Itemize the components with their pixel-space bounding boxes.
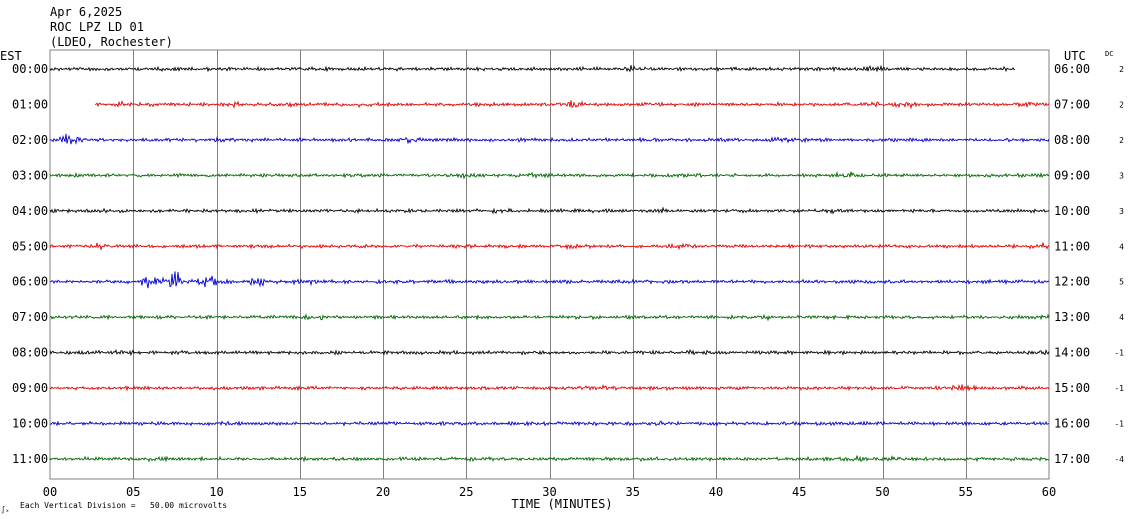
header-station: ROC LPZ LD 01 [50, 20, 144, 34]
utc-hour-label: 11:00 [1054, 239, 1090, 253]
trace-0800 [49, 348, 1050, 357]
utc-hour-label: 16:00 [1054, 417, 1090, 431]
x-tick-label: 35 [626, 485, 640, 499]
trace-0000 [49, 64, 1016, 73]
est-hour-label: 01:00 [12, 97, 48, 111]
dc-offset-label: 4 [1119, 242, 1124, 251]
x-tick-label: 30 [542, 485, 556, 499]
x-tick-label: 45 [792, 485, 806, 499]
dc-offset-label: 2 [1119, 65, 1124, 74]
utc-hour-label: 10:00 [1054, 204, 1090, 218]
x-tick-label: 20 [376, 485, 390, 499]
trace-0400 [49, 206, 1050, 215]
est-hour-label: 03:00 [12, 168, 48, 182]
est-hour-label: 07:00 [12, 310, 48, 324]
trace-0500 [49, 242, 1050, 251]
header-date: Apr 6,2025 [50, 5, 122, 19]
est-hour-label: 00:00 [12, 62, 48, 76]
row-labels: 00:00 06:00 2 01:00 07:00 2 02:00 08:00 2 03:00 09… [12, 62, 1124, 466]
dc-offset-label: 2 [1119, 100, 1124, 109]
dc-offset-label: -1 [1114, 349, 1124, 358]
corner-mark: ∫ₓ [1, 505, 9, 514]
dc-offset-label: -1 [1114, 420, 1124, 429]
trace-0300 [49, 170, 1050, 180]
dc-offset-label: -4 [1114, 455, 1124, 464]
x-tick-label: 10 [209, 485, 223, 499]
utc-hour-label: 09:00 [1054, 168, 1090, 182]
utc-hour-label: 15:00 [1054, 381, 1090, 395]
utc-hour-label: 08:00 [1054, 133, 1090, 147]
dc-offset-label: 3 [1119, 171, 1124, 180]
est-hour-label: 10:00 [12, 417, 48, 431]
x-tick-label: 15 [293, 485, 307, 499]
est-axis-label: EST [0, 49, 22, 63]
x-tick-label: 40 [709, 485, 723, 499]
plot-frame [49, 49, 1050, 480]
utc-hour-label: 12:00 [1054, 275, 1090, 289]
utc-hour-label: 14:00 [1054, 346, 1090, 360]
x-tick-label: 55 [959, 485, 973, 499]
trace-1100 [49, 455, 1050, 463]
est-hour-label: 02:00 [12, 133, 48, 147]
seismic-traces [49, 64, 1050, 463]
utc-hour-label: 13:00 [1054, 310, 1090, 324]
dc-offset-label: 2 [1119, 136, 1124, 145]
trace-0200 [49, 133, 1050, 145]
x-tick-label: 25 [459, 485, 473, 499]
utc-hour-label: 07:00 [1054, 97, 1090, 111]
grid [49, 49, 1050, 480]
x-tick-label: 00 [43, 485, 57, 499]
est-hour-label: 09:00 [12, 381, 48, 395]
dc-offset-label: 5 [1119, 278, 1124, 287]
est-hour-label: 08:00 [12, 346, 48, 360]
est-hour-label: 04:00 [12, 204, 48, 218]
dc-offset-label: 4 [1119, 313, 1124, 322]
dc-offset-label: -1 [1114, 384, 1124, 393]
header-network: (LDEO, Rochester) [50, 35, 173, 49]
est-hour-label: 06:00 [12, 275, 48, 289]
dc-column-label: DC [1105, 50, 1113, 58]
est-hour-label: 11:00 [12, 452, 48, 466]
est-hour-label: 05:00 [12, 239, 48, 253]
trace-0900 [49, 384, 1050, 392]
scale-note: Each Vertical Division = 50.00 microvolt… [20, 501, 227, 510]
trace-0600 [49, 271, 1050, 289]
utc-axis-label: UTC [1064, 49, 1086, 63]
header: Apr 6,2025 ROC LPZ LD 01 (LDEO, Rocheste… [50, 5, 173, 49]
x-tick-label: 60 [1042, 485, 1056, 499]
x-tick-label: 50 [875, 485, 889, 499]
utc-hour-label: 17:00 [1054, 452, 1090, 466]
trace-0700 [49, 313, 1050, 322]
x-axis-ticks: 00 05 10 15 20 25 30 35 40 45 50 55 60 [43, 485, 1056, 499]
x-axis-title: TIME (MINUTES) [511, 497, 612, 511]
trace-1000 [49, 420, 1050, 427]
dc-offset-label: 3 [1119, 207, 1124, 216]
x-tick-label: 05 [126, 485, 140, 499]
utc-hour-label: 06:00 [1054, 62, 1090, 76]
trace-0100 [94, 100, 1050, 110]
